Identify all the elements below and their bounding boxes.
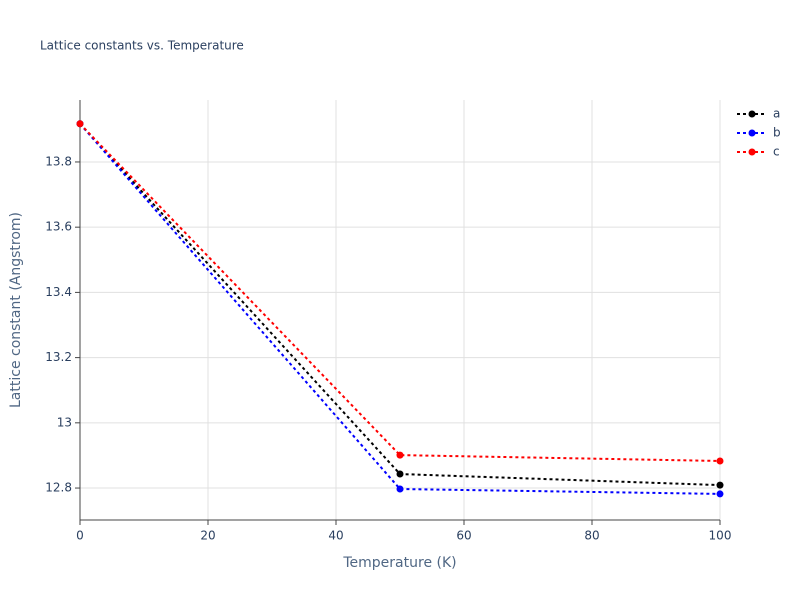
legend-marker	[748, 129, 756, 137]
x-tick-label: 20	[200, 529, 215, 543]
y-tick-label: 13.8	[45, 154, 72, 168]
data-point	[716, 490, 724, 498]
x-tick-label: 80	[584, 529, 599, 543]
y-axis-title: Lattice constant (Angstrom)	[8, 212, 24, 408]
x-axis-title: Temperature (K)	[342, 555, 456, 571]
y-tick-label: 13	[57, 415, 72, 429]
y-tick-label: 13.2	[45, 350, 72, 364]
x-tick-label: 40	[328, 529, 343, 543]
legend-label: c	[773, 145, 780, 159]
y-tick-label: 13.6	[45, 220, 72, 234]
series-line	[79, 123, 721, 487]
data-point	[716, 457, 724, 465]
series-line	[79, 123, 721, 462]
data-point	[396, 470, 404, 478]
y-tick-label: 13.4	[45, 285, 72, 299]
x-tick-label: 0	[76, 529, 84, 543]
data-point	[396, 451, 404, 459]
y-tick-label: 12.8	[45, 481, 72, 495]
legend-label: a	[773, 107, 780, 121]
data-point	[396, 485, 404, 493]
series-line	[79, 123, 721, 495]
x-tick-label: 100	[709, 529, 732, 543]
legend-marker	[748, 148, 756, 156]
legend-marker	[748, 110, 756, 118]
data-point	[76, 120, 84, 128]
x-tick-label: 60	[456, 529, 471, 543]
legend-label: b	[773, 126, 781, 140]
chart-title: Lattice constants vs. Temperature	[40, 39, 244, 53]
data-point	[716, 481, 724, 489]
